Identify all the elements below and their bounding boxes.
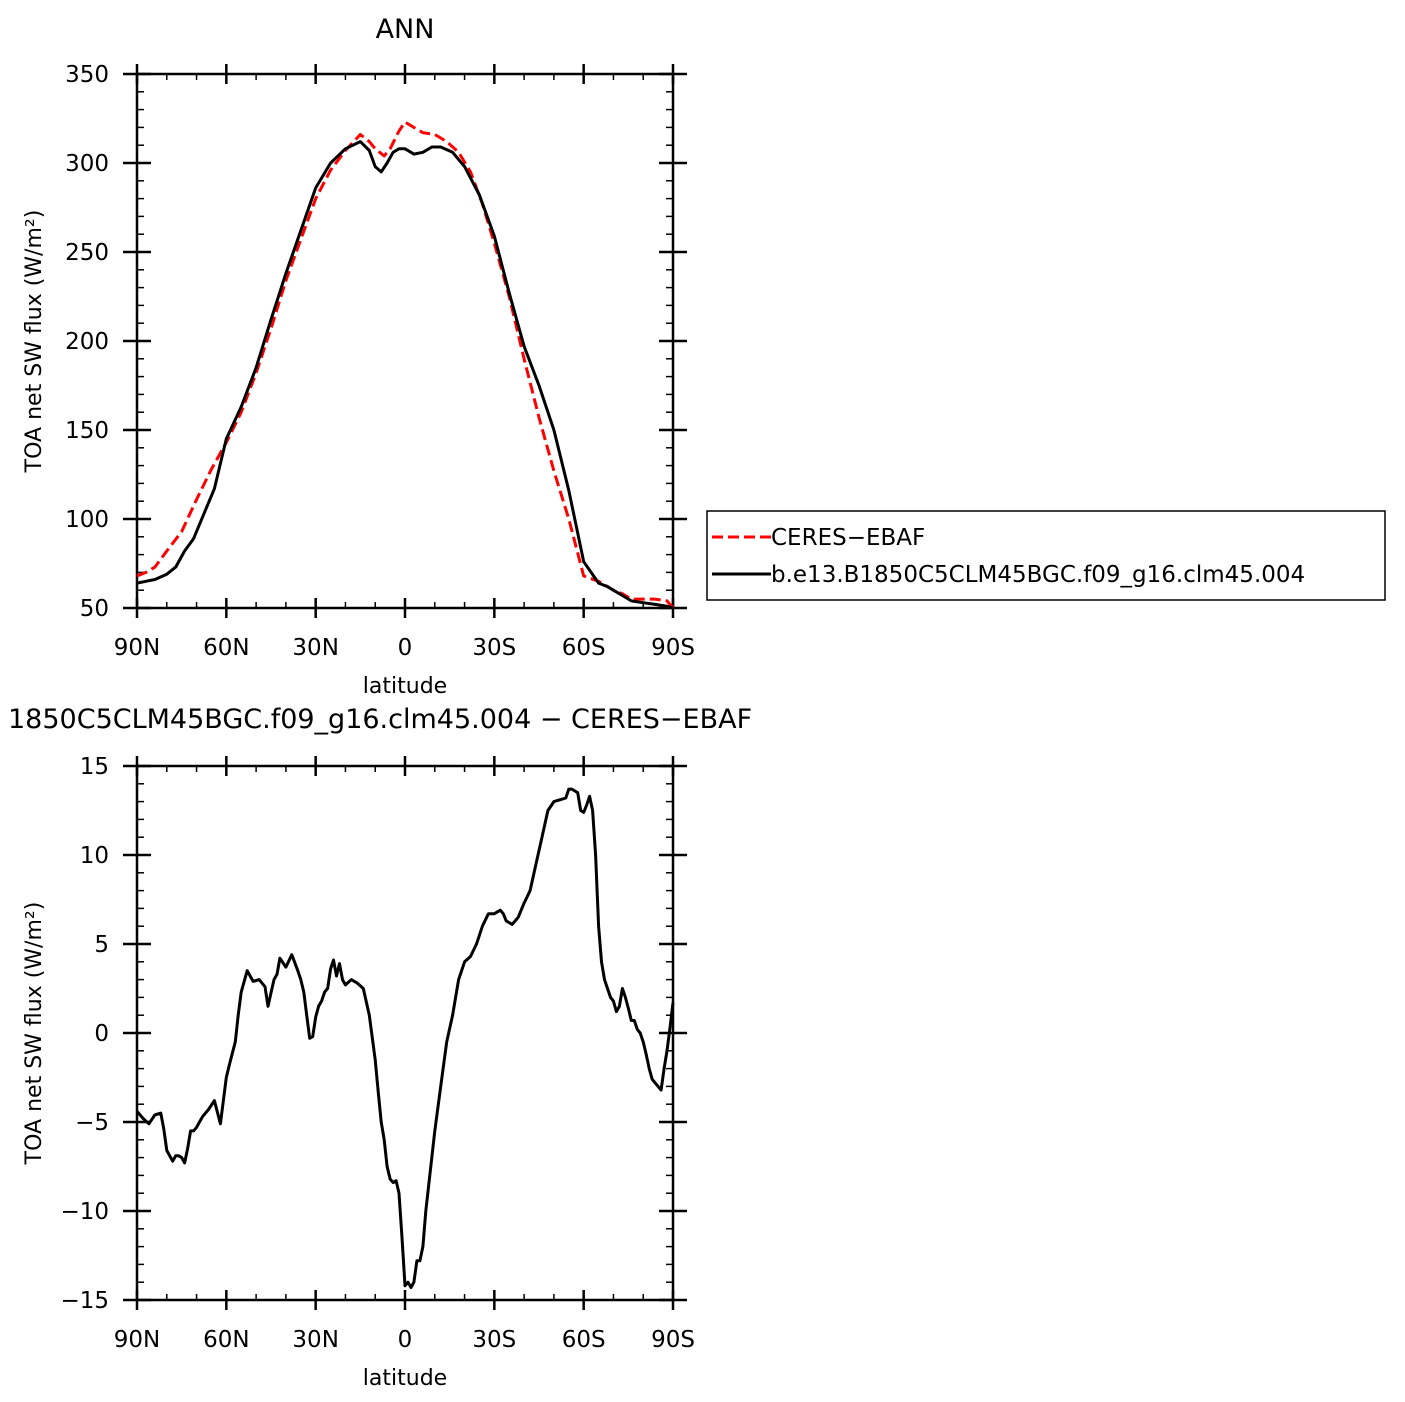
x-tick-label: 30S: [472, 1327, 516, 1353]
x-tick-label: 60N: [203, 635, 249, 661]
top-x-axis-title: latitude: [363, 674, 447, 699]
x-tick-label: 60S: [562, 635, 606, 661]
y-tick-label: −15: [60, 1288, 109, 1314]
x-tick-label: 90S: [651, 1327, 695, 1353]
bottom-y-axis-title: TOA net SW flux (W/m²): [22, 902, 47, 1166]
legend: CERES−EBAF b.e13.B1850C5CLM45BGC.f09_g16…: [706, 510, 1386, 601]
top-plot-title: ANN: [376, 14, 435, 45]
top-series-lines: [136, 120, 675, 610]
y-tick-label: 10: [80, 843, 109, 869]
y-tick-label: 50: [80, 596, 109, 622]
series-line-ceres-ebaf: [136, 120, 675, 609]
x-tick-label: 90N: [114, 635, 160, 661]
series-line-model: [136, 140, 674, 610]
x-tick-label: 30N: [292, 635, 338, 661]
series-line-difference: [135, 787, 675, 1289]
legend-label-ceres: CERES−EBAF: [771, 525, 925, 551]
y-tick-label: 15: [80, 754, 109, 780]
x-tick-label: 30S: [472, 635, 516, 661]
y-tick-label: −10: [60, 1199, 109, 1225]
bottom-plot-frame: [135, 764, 675, 1302]
x-tick-label: 0: [398, 635, 413, 661]
y-tick-label: 350: [65, 62, 109, 88]
top-panel: ANN 90N 60N 30N 0 30S 60S 90S 50 100 150 200 250 30…: [22, 14, 695, 699]
legend-box: [706, 510, 1386, 601]
top-y-axis-title: TOA net SW flux (W/m²): [22, 210, 47, 474]
y-tick-label: 0: [94, 1021, 109, 1047]
x-tick-label: 60S: [562, 1327, 606, 1353]
bottom-series-lines: [135, 787, 675, 1289]
y-tick-label: 100: [65, 507, 109, 533]
top-plot-frame: [135, 72, 675, 610]
y-tick-label: 200: [65, 329, 109, 355]
bottom-x-tick-labels: 90N 60N 30N 0 30S 60S 90S: [114, 1327, 695, 1353]
top-x-tick-labels: 90N 60N 30N 0 30S 60S 90S: [114, 635, 695, 661]
bottom-panel: 1850C5CLM45BGC.f09_g16.clm45.004 − CERES…: [8, 704, 752, 1391]
y-tick-label: −5: [75, 1110, 109, 1136]
y-tick-label: 250: [65, 240, 109, 266]
bottom-x-axis-title: latitude: [363, 1366, 447, 1391]
x-tick-label: 60N: [203, 1327, 249, 1353]
x-tick-label: 90S: [651, 635, 695, 661]
legend-label-model: b.e13.B1850C5CLM45BGC.f09_g16.clm45.004: [771, 562, 1305, 588]
x-tick-label: 30N: [292, 1327, 338, 1353]
x-tick-label: 0: [398, 1327, 413, 1353]
top-axis-ticks: [123, 64, 687, 618]
bottom-plot-title: 1850C5CLM45BGC.f09_g16.clm45.004 − CERES…: [8, 704, 752, 735]
bottom-axis-ticks: [123, 756, 687, 1310]
y-tick-label: 150: [65, 418, 109, 444]
y-tick-label: 300: [65, 151, 109, 177]
top-y-tick-labels: 50 100 150 200 250 300 350: [65, 62, 109, 622]
y-tick-label: 5: [94, 932, 109, 958]
x-tick-label: 90N: [114, 1327, 160, 1353]
bottom-y-tick-labels: −15 −10 −5 0 5 10 15: [60, 754, 109, 1314]
